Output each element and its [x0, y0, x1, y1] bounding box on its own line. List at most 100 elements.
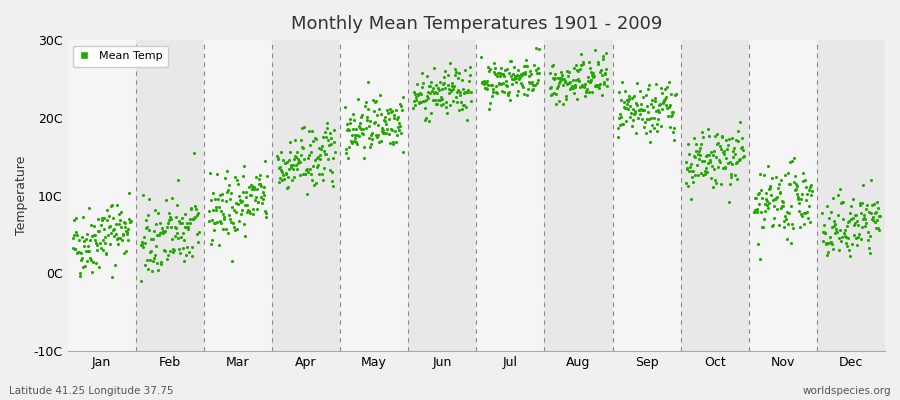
Mean Temp [374, 128, 389, 134]
Mean Temp [592, 84, 607, 91]
Mean Temp [282, 157, 296, 164]
Mean Temp [579, 88, 593, 94]
Mean Temp [489, 89, 503, 95]
Mean Temp [140, 256, 155, 263]
Mean Temp [562, 69, 577, 76]
Mean Temp [780, 221, 795, 227]
Mean Temp [224, 190, 238, 196]
Mean Temp [817, 230, 832, 236]
Mean Temp [214, 197, 229, 204]
Mean Temp [291, 156, 305, 163]
Mean Temp [686, 168, 700, 174]
Mean Temp [340, 120, 355, 127]
Mean Temp [860, 206, 874, 212]
Mean Temp [259, 214, 274, 220]
Mean Temp [456, 102, 471, 108]
Mean Temp [642, 82, 656, 88]
Mean Temp [136, 244, 150, 250]
Mean Temp [856, 216, 870, 222]
Mean Temp [733, 156, 747, 162]
Mean Temp [578, 81, 592, 87]
Mean Temp [518, 63, 533, 70]
Mean Temp [378, 114, 392, 120]
Mean Temp [777, 218, 791, 224]
Mean Temp [437, 85, 452, 91]
Mean Temp [840, 223, 854, 229]
Mean Temp [459, 89, 473, 95]
Mean Temp [253, 181, 267, 187]
Mean Temp [435, 96, 449, 102]
Mean Temp [428, 89, 442, 95]
Mean Temp [102, 224, 116, 230]
Mean Temp [545, 90, 560, 97]
Mean Temp [383, 140, 398, 146]
Mean Temp [232, 193, 247, 199]
Mean Temp [574, 51, 589, 58]
Mean Temp [815, 229, 830, 236]
Mean Temp [212, 218, 227, 224]
Mean Temp [103, 223, 117, 230]
Mean Temp [517, 91, 531, 97]
Mean Temp [498, 67, 512, 73]
Mean Temp [580, 77, 595, 84]
Mean Temp [221, 230, 236, 236]
Mean Temp [485, 92, 500, 99]
Mean Temp [770, 205, 785, 212]
Mean Temp [477, 85, 491, 92]
Mean Temp [294, 136, 309, 143]
Mean Temp [680, 180, 694, 186]
Mean Temp [724, 135, 739, 142]
Mean Temp [858, 222, 872, 229]
Mean Temp [444, 87, 458, 94]
Mean Temp [716, 149, 731, 156]
Mean Temp [239, 194, 254, 200]
Mean Temp [155, 224, 169, 231]
Mean Temp [747, 209, 761, 216]
Mean Temp [696, 172, 710, 178]
Mean Temp [769, 194, 783, 201]
Mean Temp [230, 226, 245, 232]
Mean Temp [641, 109, 655, 115]
Mean Temp [482, 105, 496, 112]
Mean Temp [312, 171, 327, 177]
Mean Temp [176, 258, 191, 264]
Mean Temp [763, 184, 778, 191]
Mean Temp [365, 97, 380, 103]
Mean Temp [565, 83, 580, 90]
Mean Temp [347, 117, 362, 124]
Mean Temp [845, 240, 859, 247]
Mean Temp [152, 230, 166, 236]
Mean Temp [658, 86, 672, 92]
Mean Temp [824, 239, 838, 245]
Mean Temp [346, 111, 360, 118]
Bar [613, 40, 680, 351]
Mean Temp [341, 154, 356, 161]
Mean Temp [479, 79, 493, 86]
Mean Temp [377, 130, 392, 136]
Mean Temp [574, 82, 589, 88]
Mean Temp [418, 97, 433, 104]
Mean Temp [86, 232, 101, 238]
Mean Temp [477, 81, 491, 87]
Mean Temp [166, 247, 181, 253]
Mean Temp [487, 60, 501, 66]
Mean Temp [154, 260, 168, 267]
Mean Temp [500, 90, 515, 96]
Mean Temp [356, 130, 370, 136]
Mean Temp [560, 81, 574, 87]
Mean Temp [383, 109, 398, 115]
Mean Temp [799, 183, 814, 190]
Mean Temp [610, 134, 625, 140]
Mean Temp [220, 168, 234, 174]
Mean Temp [818, 230, 832, 236]
Mean Temp [856, 182, 870, 188]
Mean Temp [593, 69, 608, 76]
Mean Temp [222, 182, 237, 188]
Mean Temp [282, 166, 296, 172]
Mean Temp [84, 222, 98, 229]
Mean Temp [274, 177, 289, 183]
Mean Temp [505, 76, 519, 83]
Mean Temp [299, 167, 313, 173]
Mean Temp [736, 154, 751, 161]
Mean Temp [692, 148, 706, 154]
